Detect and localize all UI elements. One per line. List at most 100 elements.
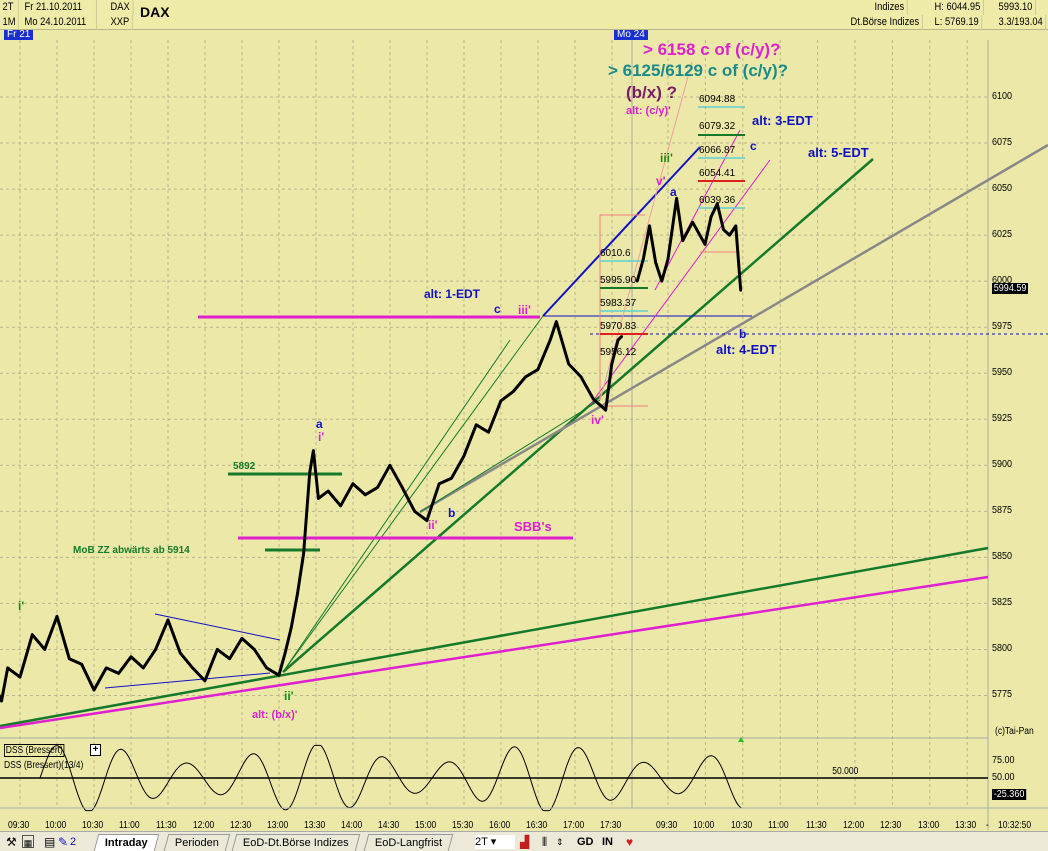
osc-current-tag: -25.360 bbox=[992, 789, 1027, 800]
price-tick: 6100 bbox=[992, 91, 1013, 102]
notes-icon[interactable]: ▤ bbox=[44, 835, 56, 849]
osc-expand-icon[interactable]: + bbox=[90, 744, 101, 756]
price-point bbox=[388, 464, 392, 467]
price-point bbox=[92, 688, 96, 692]
price-point bbox=[487, 430, 490, 434]
time-tick: 11:30 bbox=[805, 820, 827, 831]
chart-header: 2T Fr 21.10.2011 DAX 1M Mo 24.10.2011 XX… bbox=[0, 0, 1048, 30]
chart-title: DAX bbox=[140, 4, 170, 20]
price-point bbox=[308, 471, 312, 474]
price-point bbox=[675, 196, 678, 200]
tab-eod-langfrist[interactable]: EoD-Langfrist bbox=[363, 834, 454, 851]
time-tick: 10:00 bbox=[693, 820, 715, 831]
time-tick: - bbox=[986, 820, 989, 831]
date-2: Mo 24.10.2011 bbox=[22, 15, 97, 30]
price-point bbox=[18, 675, 22, 679]
annotation-alt5: alt: 5-EDT bbox=[808, 145, 869, 160]
osc-name-button[interactable]: DSS (Bressert) bbox=[4, 744, 65, 757]
osc-tick: 50.00 bbox=[992, 772, 1015, 783]
time-tick: 09:30 bbox=[8, 820, 30, 831]
time-tick: 10:30 bbox=[82, 820, 104, 831]
osc-tick: 75.00 bbox=[992, 755, 1015, 766]
fib-level-marks bbox=[600, 106, 745, 335]
price-point bbox=[105, 666, 108, 670]
price-point bbox=[620, 335, 623, 338]
fib-level-label: 6066.87 bbox=[699, 145, 736, 156]
annotation-alt-cy: alt: (c/y)' bbox=[626, 105, 671, 117]
price-point bbox=[117, 672, 120, 675]
exchange: Dt.Börse Indizes bbox=[848, 15, 923, 30]
price-point bbox=[228, 657, 231, 660]
triangle-lower bbox=[104, 672, 271, 689]
tab-eod-boerse[interactable]: EoD-Dt.Börse Indizes bbox=[231, 834, 361, 851]
price-point bbox=[654, 261, 657, 265]
time-tick: 10:30 bbox=[730, 820, 753, 831]
signal-triangle-icon bbox=[738, 737, 744, 742]
annotation-6125: > 6125/6129 c of (c/y)? bbox=[608, 61, 789, 80]
time-tick: 11:30 bbox=[156, 820, 177, 831]
price-point bbox=[642, 257, 645, 261]
price-point bbox=[252, 648, 256, 651]
price-tick: 6025 bbox=[992, 229, 1013, 241]
price-point bbox=[660, 279, 664, 283]
price-tick: 5825 bbox=[992, 597, 1013, 609]
annotation-6158: > 6158 c of (c/y)? bbox=[643, 40, 781, 59]
layout-number[interactable]: 2 bbox=[70, 836, 77, 848]
price-tick: 6000 bbox=[992, 275, 1013, 287]
tab-intraday[interactable]: Intraday bbox=[93, 834, 160, 851]
price-point bbox=[215, 648, 219, 651]
price-point bbox=[536, 368, 540, 371]
price-point bbox=[592, 397, 595, 401]
price-point bbox=[703, 243, 707, 246]
price-point bbox=[317, 497, 320, 500]
price-point bbox=[462, 454, 466, 458]
price-point bbox=[289, 626, 293, 629]
gd-button[interactable]: GD bbox=[577, 836, 594, 848]
pen-icon[interactable]: ✎ bbox=[58, 835, 69, 849]
time-tick: 10:32:50 bbox=[998, 820, 1032, 831]
calculator-icon[interactable]: ▦ bbox=[22, 835, 34, 848]
price-point bbox=[55, 615, 59, 618]
price-point bbox=[548, 338, 552, 342]
price-tick: 5800 bbox=[992, 643, 1013, 655]
time-tick: 10:00 bbox=[45, 820, 67, 831]
wave-c-top: c bbox=[750, 139, 757, 153]
price-point bbox=[296, 592, 299, 596]
price-point bbox=[302, 552, 305, 555]
time-tick: 15:30 bbox=[452, 820, 474, 831]
price-point bbox=[722, 228, 725, 231]
price-point bbox=[728, 233, 731, 237]
annotation-alt4: alt: 4-EDT bbox=[716, 342, 777, 357]
period-select[interactable]: 2T ▾ bbox=[475, 835, 515, 849]
wave-a-left: a bbox=[316, 417, 323, 431]
fib-level-label: 5956.12 bbox=[600, 347, 637, 358]
annotation-alt1: alt: 1-EDT bbox=[424, 287, 481, 301]
fib-level-label: 6054.41 bbox=[699, 168, 736, 179]
wave-i-magenta: i' bbox=[318, 430, 325, 444]
current-price-tag: 5994.59 bbox=[992, 283, 1029, 294]
wave-i-green: i' bbox=[18, 599, 25, 613]
fib-level-label: 6039.36 bbox=[699, 195, 736, 206]
spinner-icon[interactable]: ⇕ bbox=[556, 837, 564, 847]
bars-icon[interactable]: ⫴ bbox=[542, 835, 548, 849]
price-point bbox=[437, 482, 441, 486]
wave-a-top: a bbox=[670, 185, 677, 199]
chart-type-icon[interactable]: ▟ bbox=[520, 835, 530, 849]
price-point bbox=[666, 257, 670, 261]
price-point bbox=[240, 637, 244, 640]
thin-green-fan-2 bbox=[282, 339, 511, 673]
wave-c-mid: c bbox=[494, 302, 501, 316]
tab-perioden[interactable]: Perioden bbox=[163, 834, 231, 851]
wave-b-right: b bbox=[739, 327, 747, 341]
price-point bbox=[80, 662, 83, 666]
hammer-icon[interactable]: ⚒ bbox=[6, 835, 17, 849]
price-point bbox=[166, 618, 170, 622]
price-point bbox=[312, 449, 315, 452]
price-point bbox=[31, 633, 34, 637]
osc-label: DSS (Bressert)(13/4) bbox=[4, 760, 84, 771]
time-tick: 12:00 bbox=[193, 820, 215, 831]
color-icon[interactable]: ♥ bbox=[626, 835, 634, 849]
time-tick: 13:30 bbox=[304, 820, 326, 831]
in-button[interactable]: IN bbox=[602, 836, 613, 848]
